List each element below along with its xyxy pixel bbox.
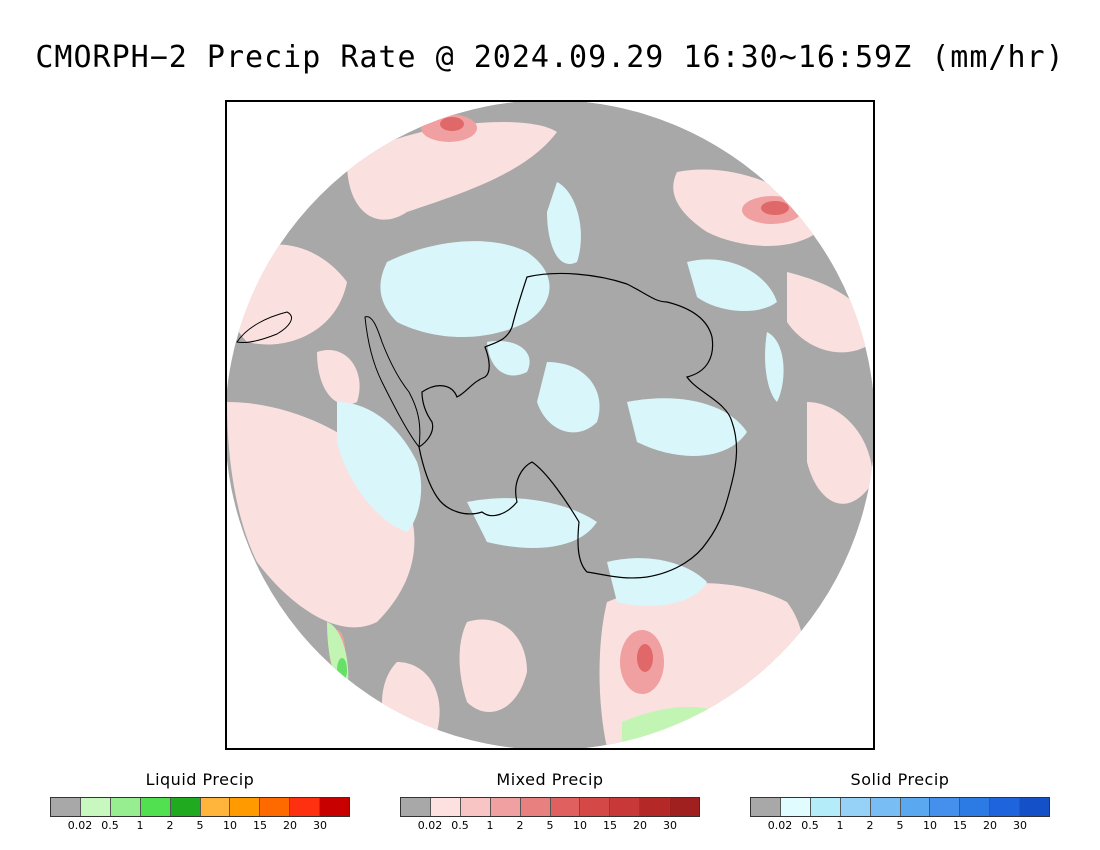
legend-tick-label: 5 xyxy=(896,819,904,832)
legend-tick-label: 15 xyxy=(603,819,617,832)
tick-labels: 0.02 0.5 1 2 5 10 15 20 30 xyxy=(400,817,700,832)
map-title: CMORPH−2 Precip Rate @ 2024.09.29 16:30~… xyxy=(35,40,1065,75)
legend-tick-label: 10 xyxy=(223,819,237,832)
color-bar xyxy=(750,797,1050,817)
legend-liquid: Liquid Precip 0.02 0.5 1 2 5 10 15 20 30 xyxy=(50,770,350,832)
legend-title: Solid Precip xyxy=(850,770,950,789)
legend-tick-label: 10 xyxy=(923,819,937,832)
legend-tick-label: 2 xyxy=(166,819,174,832)
solid-precip-areas xyxy=(337,182,784,606)
legend-swatch xyxy=(320,798,350,816)
legend-swatch xyxy=(260,798,291,816)
legend-swatch xyxy=(170,798,201,816)
legend-swatch xyxy=(640,798,671,816)
legend-tick-label: 0.5 xyxy=(101,819,119,832)
legend-swatch xyxy=(751,798,781,816)
legend-swatch xyxy=(580,798,611,816)
polar-map-canvas xyxy=(227,102,873,748)
legend-mixed: Mixed Precip 0.02 0.5 1 2 5 10 15 20 30 xyxy=(400,770,700,832)
legend-swatch xyxy=(490,798,521,816)
legend-swatch xyxy=(670,798,700,816)
antarctic-peninsula-coastline xyxy=(364,316,421,449)
legend-swatch xyxy=(401,798,431,816)
legend-swatch xyxy=(810,798,841,816)
legend-swatch xyxy=(960,798,991,816)
legend-swatch xyxy=(230,798,261,816)
legend-tick-label: 0.5 xyxy=(801,819,819,832)
legend-swatch xyxy=(80,798,111,816)
mixed-precip-core xyxy=(440,117,789,672)
legend-swatch xyxy=(930,798,961,816)
legend-swatch xyxy=(520,798,551,816)
legend-tick-label: 1 xyxy=(836,819,844,832)
legend-title: Liquid Precip xyxy=(145,770,255,789)
legend-swatch xyxy=(900,798,931,816)
legend-swatch xyxy=(610,798,641,816)
legend-swatch xyxy=(840,798,871,816)
legend-swatch xyxy=(870,798,901,816)
legend-swatch xyxy=(1020,798,1050,816)
legend-tick-label: 5 xyxy=(546,819,554,832)
legend-tick-label: 1 xyxy=(486,819,494,832)
legend-title: Mixed Precip xyxy=(496,770,604,789)
color-bar xyxy=(50,797,350,817)
legend-tick-label: 0.02 xyxy=(67,819,93,832)
legend-swatch xyxy=(460,798,491,816)
legend-tick-label: 30 xyxy=(313,819,327,832)
legend-tick-label: 2 xyxy=(866,819,874,832)
legend-tick-label: 20 xyxy=(983,819,997,832)
antarctica-coastline xyxy=(418,272,738,579)
legend-swatch xyxy=(550,798,581,816)
legend-tick-label: 2 xyxy=(516,819,524,832)
legend-tick-label: 0.02 xyxy=(767,819,793,832)
legend-tick-label: 20 xyxy=(283,819,297,832)
legend-swatch xyxy=(990,798,1021,816)
legend-swatch xyxy=(200,798,231,816)
legend-tick-label: 0.5 xyxy=(451,819,469,832)
legend-tick-label: 20 xyxy=(633,819,647,832)
legend-swatch xyxy=(110,798,141,816)
legend-tick-label: 0.02 xyxy=(417,819,443,832)
legend-tick-label: 15 xyxy=(253,819,267,832)
legend-tick-label: 10 xyxy=(573,819,587,832)
tick-labels: 0.02 0.5 1 2 5 10 15 20 30 xyxy=(50,817,350,832)
legend-swatch xyxy=(430,798,461,816)
precip-map xyxy=(225,100,875,750)
legend-solid: Solid Precip 0.02 0.5 1 2 5 10 15 20 30 xyxy=(750,770,1050,832)
legend-swatch xyxy=(780,798,811,816)
south-america-coastline xyxy=(236,311,292,343)
color-bar xyxy=(400,797,700,817)
legend-tick-label: 5 xyxy=(196,819,204,832)
tick-labels: 0.02 0.5 1 2 5 10 15 20 30 xyxy=(750,817,1050,832)
legend-swatch xyxy=(290,798,321,816)
legend-tick-label: 15 xyxy=(953,819,967,832)
legend-tick-label: 30 xyxy=(1013,819,1027,832)
legend-swatch xyxy=(51,798,81,816)
liquid-precip-mid xyxy=(337,658,347,682)
legend-swatch xyxy=(140,798,171,816)
legend-tick-label: 1 xyxy=(136,819,144,832)
legend-tick-label: 30 xyxy=(663,819,677,832)
